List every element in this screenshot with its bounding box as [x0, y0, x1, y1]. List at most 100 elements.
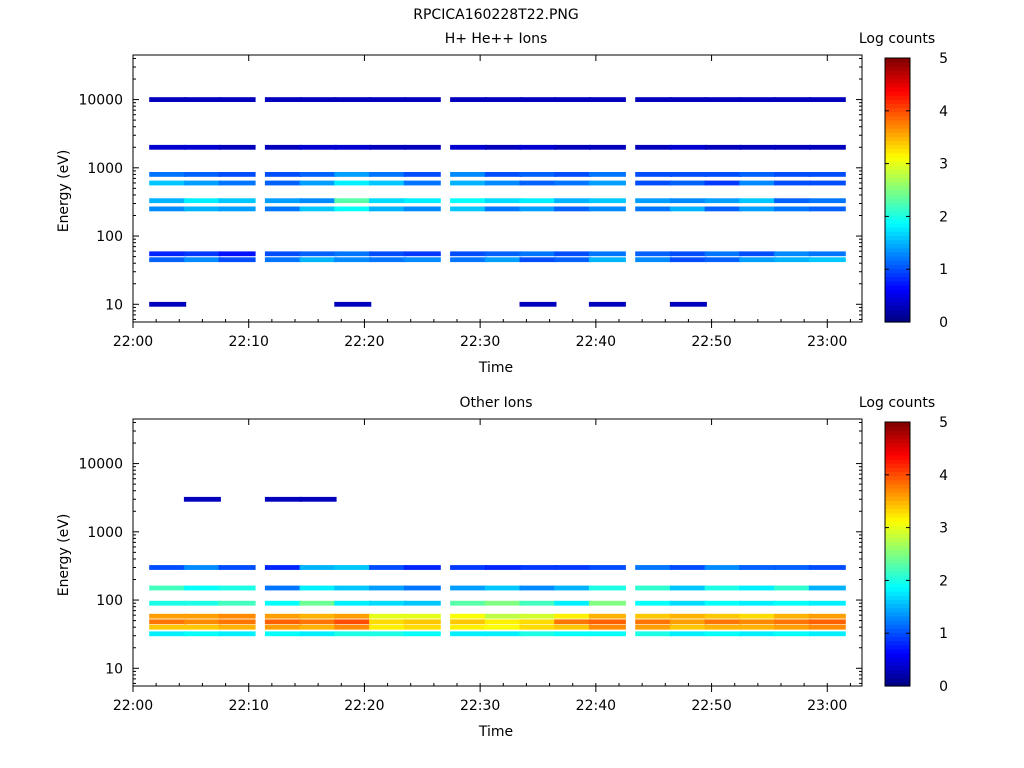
- colorbar-segment: [885, 640, 910, 646]
- colorbar-segment: [885, 516, 910, 522]
- colorbar-tick-label: 1: [939, 262, 948, 278]
- colorbar-segment: [885, 264, 910, 269]
- y-tick-label: 10: [105, 661, 123, 677]
- heatmap-cell: [369, 585, 407, 591]
- colorbar-segment: [885, 140, 910, 146]
- colorbar-segment: [885, 624, 910, 629]
- heatmap-cell: [774, 251, 812, 257]
- heatmap-cell: [808, 180, 846, 186]
- colorbar-segment: [885, 558, 910, 563]
- heatmap-cell: [704, 97, 742, 102]
- heatmap-cell: [774, 585, 812, 591]
- y-axis-label: Energy (eV): [56, 514, 72, 597]
- heatmap-cell: [739, 198, 777, 204]
- heatmap-cell: [739, 565, 777, 570]
- colorbar-segment: [885, 595, 910, 600]
- y-tick-label: 100: [96, 229, 123, 245]
- heatmap-cell: [369, 180, 407, 186]
- heatmap-cell: [299, 257, 337, 263]
- colorbar-segment: [885, 611, 910, 617]
- heatmap-cell: [704, 198, 742, 204]
- colorbar-segment: [885, 496, 910, 501]
- heatmap-cell: [669, 585, 707, 591]
- colorbar-tick-label: 3: [939, 157, 948, 173]
- heatmap-cell: [635, 624, 673, 630]
- colorbar-tick-label: 5: [939, 415, 948, 431]
- colorbar-segment: [885, 86, 910, 92]
- heatmap-cell: [635, 619, 673, 625]
- heatmap-cell: [774, 198, 812, 204]
- colorbar-frame: [884, 57, 911, 323]
- colorbar-segment: [885, 157, 910, 162]
- colorbar-segment: [885, 132, 910, 137]
- colorbar-segment: [885, 648, 910, 654]
- plot-frame: [132, 418, 863, 687]
- heatmap-cell: [183, 496, 221, 502]
- heatmap-cell: [588, 251, 626, 257]
- colorbar-segment: [885, 214, 910, 220]
- heatmap-cell: [403, 565, 441, 570]
- heatmap-cell: [403, 257, 441, 263]
- plot-frame: [132, 54, 863, 323]
- colorbar-segment: [885, 115, 910, 121]
- heatmap-cell: [218, 257, 256, 263]
- heatmap-cell: [299, 565, 337, 570]
- heatmap-cell: [450, 144, 488, 150]
- heatmap-cell: [669, 206, 707, 212]
- heatmap-cell: [149, 198, 187, 204]
- heatmap-cell: [739, 613, 777, 619]
- heatmap-cell: [808, 198, 846, 204]
- heatmap-cell: [218, 585, 256, 591]
- heatmap-cell: [264, 585, 302, 591]
- colorbar-segment: [885, 91, 910, 96]
- colorbar-segment: [885, 599, 910, 605]
- colorbar-segment: [885, 169, 910, 175]
- heatmap-cell: [669, 631, 707, 637]
- heatmap-cell: [484, 97, 522, 102]
- colorbar-segment: [885, 280, 910, 286]
- colorbar-segment: [885, 235, 910, 241]
- colorbar-segment: [885, 198, 910, 203]
- heatmap-cell: [588, 257, 626, 263]
- heatmap-cell: [704, 206, 742, 212]
- colorbar-segment: [885, 566, 910, 572]
- heatmap-cell: [450, 565, 488, 570]
- colorbar-segment: [885, 533, 910, 539]
- heatmap-cell: [334, 198, 372, 204]
- heatmap-cell: [264, 172, 302, 177]
- colorbar-segment: [885, 152, 910, 158]
- heatmap-cell: [739, 631, 777, 637]
- colorbar-tick-label: 3: [939, 521, 948, 537]
- heatmap-cell: [554, 97, 592, 102]
- panel-title: H+ He++ Ions: [445, 31, 548, 47]
- heatmap-cell: [669, 251, 707, 257]
- heatmap-cell: [403, 180, 441, 186]
- heatmap-cell: [669, 619, 707, 625]
- colorbar-segment: [885, 293, 910, 298]
- heatmap-cell: [588, 565, 626, 570]
- heatmap-cell: [484, 198, 522, 204]
- colorbar-segment: [885, 272, 910, 278]
- heatmap-cell: [334, 619, 372, 625]
- x-tick-label: 22:10: [229, 334, 269, 350]
- heatmap-cell: [554, 565, 592, 570]
- heatmap-cell: [808, 172, 846, 177]
- heatmap-cell: [519, 585, 557, 591]
- heatmap-cell: [484, 631, 522, 637]
- heatmap-cell: [739, 97, 777, 102]
- colorbar-segment: [885, 434, 910, 440]
- heatmap-cell: [635, 631, 673, 637]
- heatmap-cell: [519, 180, 557, 186]
- y-tick-label: 1000: [87, 525, 123, 541]
- colorbar-segment: [885, 463, 910, 468]
- colorbar-segment: [885, 521, 910, 526]
- heatmap-cell: [554, 631, 592, 637]
- colorbar-segment: [885, 190, 910, 195]
- heatmap-cell: [739, 251, 777, 257]
- heatmap-cell: [704, 619, 742, 625]
- colorbar-segment: [885, 268, 910, 274]
- heatmap-cell: [218, 631, 256, 637]
- colorbar-segment: [885, 218, 910, 224]
- heatmap-cell: [635, 144, 673, 150]
- y-tick-label: 10: [105, 297, 123, 313]
